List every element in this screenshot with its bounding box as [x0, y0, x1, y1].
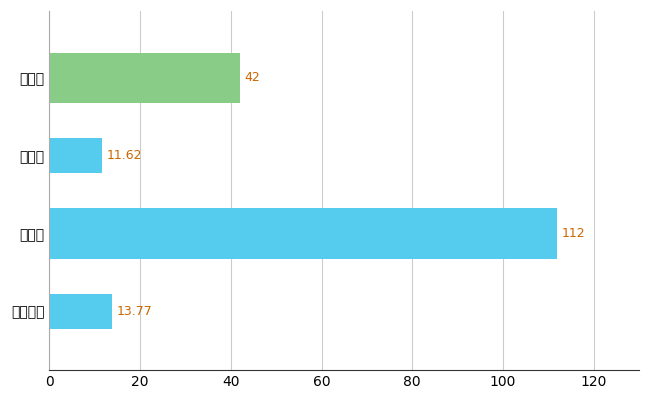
- Bar: [49, 52, 240, 103]
- Bar: [49, 138, 102, 173]
- Bar: [49, 208, 557, 259]
- Text: 13.77: 13.77: [116, 305, 152, 318]
- Text: 112: 112: [562, 227, 586, 240]
- Text: 11.62: 11.62: [107, 149, 142, 162]
- Bar: [49, 294, 112, 329]
- Text: 42: 42: [244, 71, 260, 84]
